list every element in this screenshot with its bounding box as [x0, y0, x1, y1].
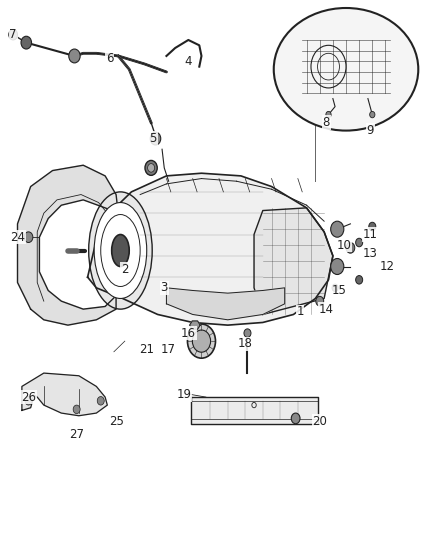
Text: 21: 21: [139, 343, 154, 356]
Circle shape: [370, 111, 375, 118]
Text: 1: 1: [296, 305, 304, 318]
Text: 25: 25: [109, 415, 124, 427]
Text: 18: 18: [238, 337, 253, 350]
Circle shape: [25, 397, 32, 405]
Polygon shape: [88, 173, 333, 325]
Circle shape: [316, 296, 324, 306]
Ellipse shape: [274, 8, 418, 131]
Circle shape: [369, 222, 376, 231]
Circle shape: [145, 160, 157, 175]
Text: 19: 19: [177, 388, 191, 401]
Circle shape: [148, 164, 155, 172]
Ellipse shape: [94, 203, 147, 298]
Ellipse shape: [101, 214, 140, 287]
Polygon shape: [254, 208, 333, 314]
Circle shape: [187, 324, 215, 358]
Circle shape: [356, 238, 363, 247]
Polygon shape: [22, 373, 107, 416]
Circle shape: [332, 284, 338, 292]
Polygon shape: [190, 321, 200, 329]
Text: 15: 15: [332, 284, 347, 297]
Text: 10: 10: [336, 239, 351, 252]
Circle shape: [244, 329, 251, 337]
Polygon shape: [191, 397, 318, 424]
Circle shape: [331, 259, 344, 274]
Circle shape: [150, 132, 161, 145]
Text: 26: 26: [21, 391, 36, 403]
Text: 16: 16: [181, 327, 196, 340]
Polygon shape: [18, 165, 118, 325]
Text: 14: 14: [319, 303, 334, 316]
Ellipse shape: [88, 192, 152, 309]
Polygon shape: [166, 288, 285, 320]
Text: 12: 12: [380, 260, 395, 273]
Circle shape: [69, 49, 80, 63]
Text: 8: 8: [323, 116, 330, 129]
Text: 4: 4: [184, 55, 192, 68]
Text: 6: 6: [106, 52, 113, 65]
Circle shape: [346, 243, 355, 253]
Text: 24: 24: [10, 231, 25, 244]
Circle shape: [21, 36, 32, 49]
Text: 5: 5: [150, 132, 157, 145]
Text: 13: 13: [363, 247, 378, 260]
Text: 3: 3: [161, 281, 168, 294]
Circle shape: [356, 276, 363, 284]
Text: 2: 2: [121, 263, 129, 276]
Text: 20: 20: [312, 415, 327, 427]
Circle shape: [97, 397, 104, 405]
Text: 27: 27: [69, 428, 84, 441]
Circle shape: [192, 330, 211, 352]
Text: 11: 11: [363, 228, 378, 241]
Circle shape: [24, 232, 33, 243]
Circle shape: [9, 29, 18, 40]
Ellipse shape: [112, 235, 129, 266]
Circle shape: [331, 221, 344, 237]
Circle shape: [291, 413, 300, 424]
Circle shape: [73, 405, 80, 414]
Circle shape: [326, 111, 331, 118]
Text: 9: 9: [366, 124, 374, 137]
Text: 7: 7: [9, 28, 17, 41]
Text: 17: 17: [161, 343, 176, 356]
